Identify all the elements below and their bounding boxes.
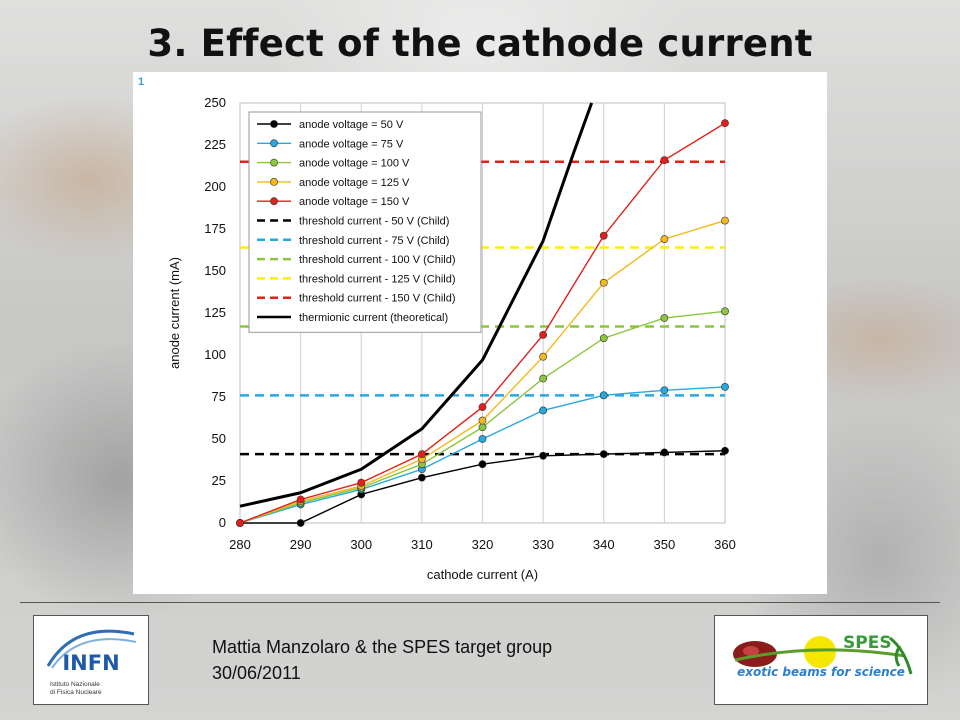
x-tick-label: 320 — [472, 537, 494, 552]
x-tick-label: 350 — [654, 537, 676, 552]
data-point — [660, 314, 669, 322]
spes-logo: SPES exotic beams for science — [714, 615, 928, 705]
data-point — [599, 391, 608, 400]
legend-swatch-marker — [270, 178, 278, 186]
x-tick-label: 340 — [593, 537, 615, 552]
orbit-swoosh-icon — [734, 648, 906, 662]
infn-logo-subtitle-2: di Fisica Nucleare — [50, 689, 102, 696]
legend-entry-label: threshold current - 100 V (Child) — [299, 254, 456, 266]
data-point — [478, 416, 487, 425]
chart-panel: 1 280 290 300 310 320 330 340 350 360 0 25 50 75 100 1… — [133, 72, 827, 594]
date-line: 30/06/2011 — [212, 663, 301, 683]
x-tick-label: 300 — [350, 537, 372, 552]
data-point — [721, 119, 729, 128]
data-point — [721, 216, 729, 225]
infn-arc-icon-inner — [51, 638, 137, 669]
x-tick-label: 330 — [532, 537, 554, 552]
legend-entry-label: anode voltage = 100 V — [299, 158, 410, 170]
data-point — [478, 435, 487, 443]
infn-logo: INFN Istituto Nazionale di Fisica Nuclea… — [33, 615, 149, 705]
legend-swatch-marker — [270, 197, 278, 206]
data-point — [539, 352, 548, 361]
spes-logo-tagline: exotic beams for science — [737, 665, 905, 679]
y-tick-label: 0 — [219, 515, 226, 530]
data-point — [599, 450, 608, 459]
y-tick-label: 125 — [204, 305, 226, 320]
x-tick-label: 280 — [229, 537, 251, 552]
data-point — [721, 307, 729, 316]
chart: 280 290 300 310 320 330 340 350 360 0 25 50 75 100 125… — [167, 95, 736, 582]
author-line: Mattia Manzolaro & the SPES target group — [212, 637, 553, 657]
legend-entry-label: anode voltage = 125 V — [299, 177, 410, 189]
data-point — [660, 386, 669, 395]
legend-entry-label: thermionic current (theoretical) — [299, 312, 448, 324]
data-point — [660, 448, 669, 457]
y-tick-label: 150 — [204, 263, 226, 278]
legend-entry-label: threshold current - 150 V (Child) — [299, 293, 456, 305]
data-point — [478, 423, 487, 432]
legend-entry-label: anode voltage = 150 V — [299, 196, 410, 208]
infn-logo-subtitle-1: Istituto Nazionale — [50, 681, 100, 688]
x-axis-label: cathode current (A) — [427, 567, 538, 582]
legend-swatch-marker — [270, 139, 278, 148]
legend: anode voltage = 50 V anode voltage = 75 V… — [248, 111, 482, 333]
y-tick-label: 25 — [212, 473, 226, 488]
spes-logo-graphic: SPES exotic beams for science — [733, 633, 913, 679]
y-tick-label: 50 — [212, 431, 226, 446]
data-point — [599, 334, 608, 343]
theoretical-curve — [239, 102, 594, 508]
data-point — [721, 383, 729, 391]
data-point — [539, 374, 548, 383]
panel-number: 1 — [138, 76, 145, 88]
data-point — [721, 446, 729, 455]
red-planet-highlight — [743, 646, 759, 656]
sun-icon — [804, 636, 836, 668]
legend-entry-label: anode voltage = 75 V — [299, 138, 404, 150]
data-point — [539, 330, 548, 339]
slide-title: 3. Effect of the cathode current — [147, 22, 813, 65]
data-series — [236, 119, 729, 527]
data-point — [296, 519, 305, 527]
data-point — [417, 450, 426, 459]
data-point — [599, 278, 608, 287]
y-axis-label: anode current (mA) — [167, 257, 182, 369]
y-tick-label: 250 — [204, 95, 226, 110]
leaf-icon — [889, 636, 913, 675]
data-point — [599, 231, 608, 240]
x-tick-label: 360 — [714, 537, 736, 552]
data-point — [478, 460, 487, 469]
axis-ticks: 280 290 300 310 320 330 340 350 360 0 25 50 75 100 125… — [204, 95, 736, 552]
thermionic-curve-line — [239, 102, 594, 508]
data-point — [236, 519, 244, 527]
legend-entry-label: threshold current - 125 V (Child) — [299, 273, 456, 285]
data-point — [417, 473, 426, 482]
infn-logo-graphic: INFN Istituto Nazionale di Fisica Nuclea… — [46, 629, 137, 696]
footer-divider — [20, 602, 940, 603]
data-point — [357, 478, 366, 487]
y-tick-label: 225 — [204, 137, 226, 152]
x-tick-label: 310 — [411, 537, 433, 552]
author-credit: Mattia Manzolaro & the SPES target group… — [212, 634, 552, 686]
data-point — [660, 235, 669, 243]
spes-logo-name: SPES — [843, 633, 892, 653]
x-tick-label: 290 — [290, 537, 312, 552]
legend-entry-label: anode voltage = 50 V — [299, 119, 404, 131]
legend-swatch-marker — [270, 120, 278, 128]
infn-logo-name: INFN — [62, 651, 119, 675]
legend-entry-label: threshold current - 75 V (Child) — [299, 235, 449, 247]
data-point — [539, 406, 548, 415]
legend-box — [248, 111, 482, 333]
y-tick-label: 175 — [204, 221, 226, 236]
y-tick-label: 75 — [212, 389, 226, 404]
data-point — [660, 156, 669, 165]
data-point — [296, 495, 305, 504]
y-tick-label: 200 — [204, 179, 226, 194]
legend-entry-label: threshold current - 50 V (Child) — [299, 216, 449, 228]
data-point — [478, 403, 487, 411]
data-point — [539, 451, 548, 460]
legend-swatch-marker — [270, 158, 278, 167]
infn-arc-icon — [46, 629, 135, 667]
y-tick-label: 100 — [204, 347, 226, 362]
